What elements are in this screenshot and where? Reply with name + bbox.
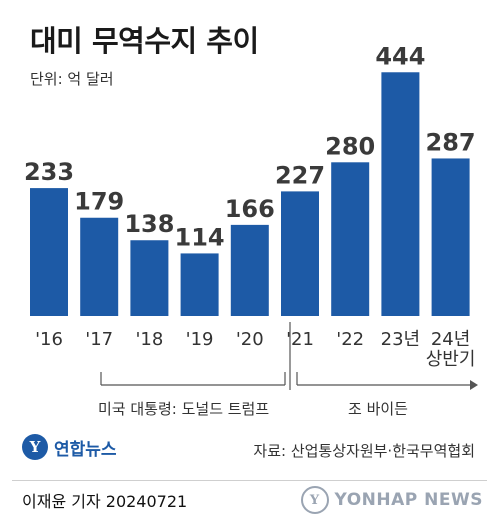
yonhap-logo: Y 연합뉴스 bbox=[22, 434, 117, 460]
data-label-2: 138 bbox=[124, 210, 174, 238]
bar-0 bbox=[30, 188, 68, 316]
category-label-6: '22 bbox=[336, 329, 364, 350]
bar-8 bbox=[431, 158, 470, 316]
data-label-4: 166 bbox=[225, 195, 275, 223]
bar-chart: 233 '16 179 '17 138 '18 114 '19 166 '20 227 '21 280 '… bbox=[24, 42, 478, 390]
footer-divider bbox=[12, 480, 487, 481]
category-label-4: '20 bbox=[236, 329, 264, 350]
bar-2 bbox=[130, 240, 169, 316]
chart-title: 대미 무역수지 추이 bbox=[30, 24, 259, 58]
unit-label: 단위: 억 달러 bbox=[30, 70, 114, 88]
bar-6 bbox=[331, 162, 370, 316]
biden-era-label: 조 바이든 bbox=[348, 400, 408, 418]
byline: 이재윤 기자 20240721 bbox=[22, 492, 188, 511]
category-label-3: '19 bbox=[186, 329, 214, 350]
data-label-8: 287 bbox=[426, 128, 476, 156]
data-label-0: 233 bbox=[24, 158, 74, 186]
data-label-3: 114 bbox=[175, 223, 225, 251]
category-label-0: '16 bbox=[35, 329, 63, 350]
category-label-8-0: 24년 bbox=[431, 329, 470, 350]
category-label-2: '18 bbox=[135, 329, 163, 350]
trump-era-label: 미국 대통령: 도널드 트럼프 bbox=[98, 400, 270, 418]
category-label-8-1: 상반기 bbox=[426, 349, 476, 370]
data-label-5: 227 bbox=[275, 161, 325, 189]
bar-5 bbox=[281, 191, 319, 316]
yonhap-watermark: Y YONHAP NEWS bbox=[300, 486, 483, 514]
yonhap-logo-icon: Y bbox=[22, 434, 48, 460]
category-label-5: '21 bbox=[286, 329, 314, 350]
watermark-text: YONHAP NEWS bbox=[334, 490, 483, 510]
source-note: 자료: 산업통상자원부·한국무역협회 bbox=[253, 442, 475, 460]
bar-3 bbox=[180, 253, 219, 316]
yonhap-logo-text: 연합뉴스 bbox=[54, 439, 117, 460]
data-label-7: 444 bbox=[375, 42, 425, 70]
data-label-1: 179 bbox=[74, 188, 124, 216]
bar-1 bbox=[80, 217, 119, 316]
bar-7 bbox=[381, 72, 420, 316]
data-label-6: 280 bbox=[325, 132, 375, 160]
category-label-7: 23년 bbox=[381, 329, 420, 350]
watermark-icon: Y bbox=[300, 486, 329, 514]
bar-4 bbox=[230, 224, 269, 316]
category-label-1: '17 bbox=[85, 329, 113, 350]
biden-arrow-head bbox=[470, 380, 478, 390]
